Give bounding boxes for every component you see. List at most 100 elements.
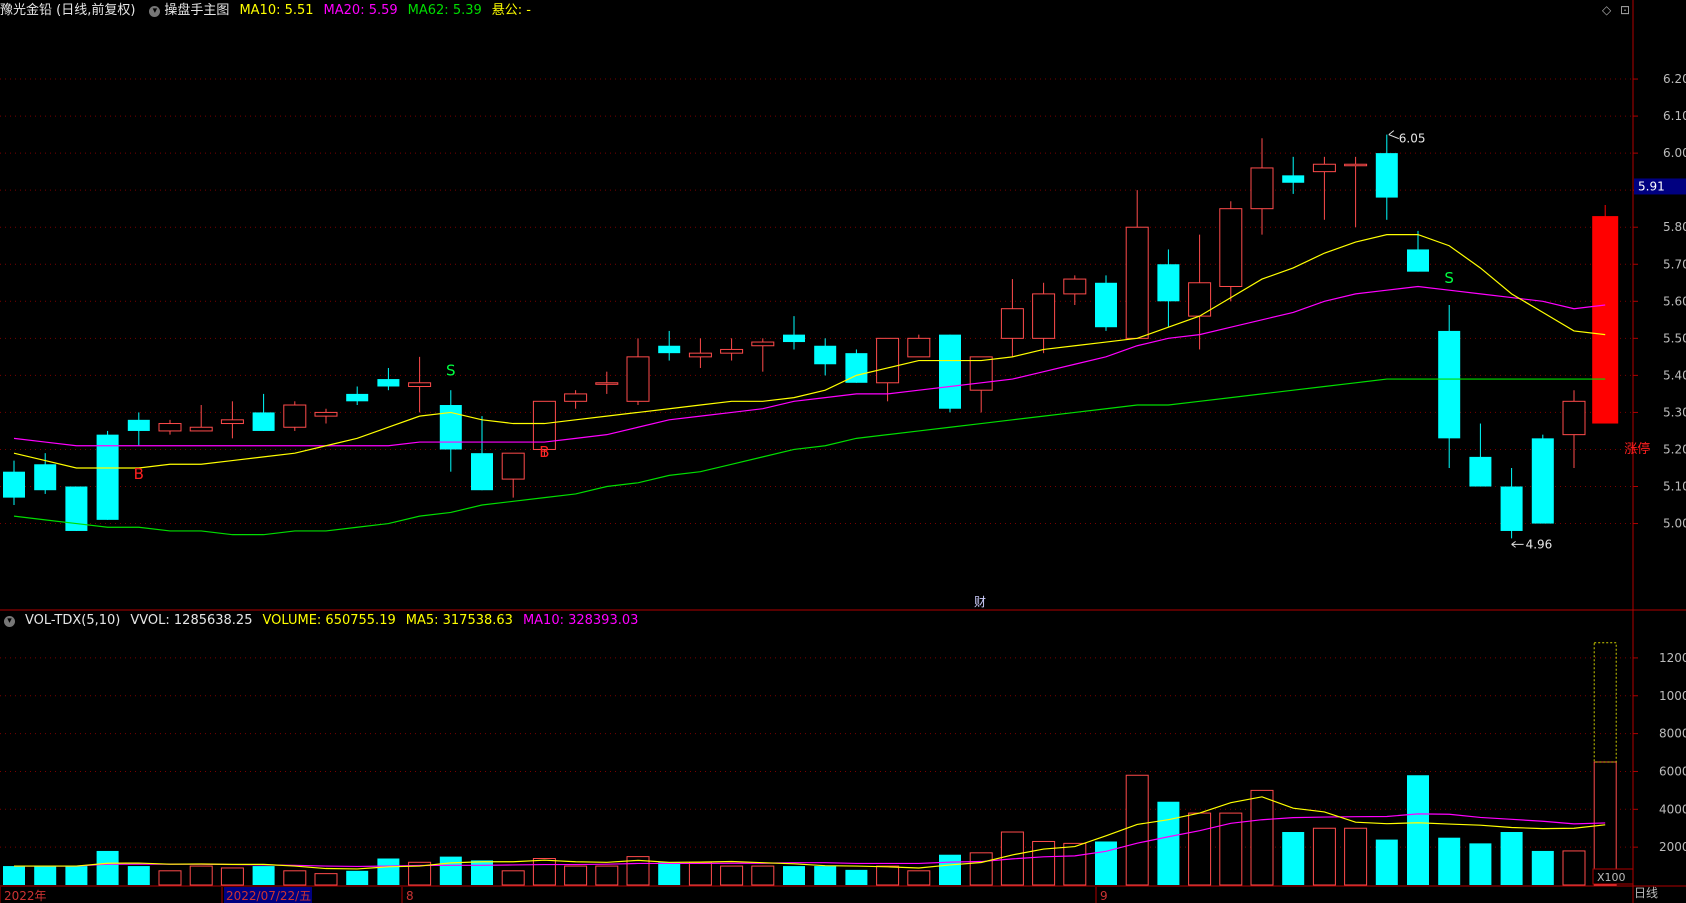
candle-body-up: [408, 382, 432, 387]
volume-bar-down: [377, 858, 400, 885]
finance-marker: 财: [974, 595, 986, 609]
vvol-value: VVOL: 1285638.25: [130, 613, 253, 628]
indicator-name[interactable]: 操盘手主图: [164, 3, 230, 18]
date-cursor-highlight: [224, 887, 312, 903]
trade-signal-S: S: [446, 361, 456, 379]
price-tick-label: 5.20: [1663, 442, 1686, 456]
volume-bar-down: [1500, 832, 1523, 885]
volume-bar-down: [3, 866, 25, 885]
candle-body-up: [876, 337, 900, 384]
candle-body-down: [65, 486, 88, 531]
candle-body-up: [1250, 167, 1274, 210]
ma20-value: MA20: 5.59: [323, 3, 398, 18]
candle-body-down: [252, 412, 275, 431]
volume-bar-down: [1407, 775, 1429, 885]
volume-bar-down: [346, 870, 369, 885]
candle-body-up: [751, 341, 775, 347]
candle-body-down: [814, 345, 837, 365]
price-tick-label: 5.80: [1663, 220, 1686, 234]
time-axis-label: 9: [1100, 889, 1108, 903]
trade-signal-B: B: [539, 443, 549, 461]
time-axis-label: 8: [406, 889, 414, 903]
period-label[interactable]: 日线: [1634, 886, 1659, 900]
candle-body-down: [96, 434, 119, 520]
time-axis-label: 2022年: [4, 889, 47, 903]
time-axis-label: 2022/07/22/五: [226, 889, 311, 903]
ma62-value: MA62: 5.39: [407, 3, 482, 18]
volume-bar-down: [96, 850, 119, 885]
candle-body-down: [845, 353, 868, 383]
volume-tick-label: 12000: [1659, 651, 1686, 665]
candle-body-up: [595, 382, 619, 385]
candle-body-down: [939, 334, 961, 409]
candle-body-down: [346, 393, 369, 402]
volume-bar-down: [34, 866, 57, 885]
price-tick-label: 6.00: [1663, 146, 1686, 160]
volume-bar-up: [1188, 812, 1212, 886]
candle-body-down: [783, 334, 805, 343]
volume-bar-up: [1562, 850, 1586, 886]
candle-body-up: [1562, 400, 1586, 436]
ma62-line: [13, 378, 1606, 536]
price-tick-label: 6.20: [1663, 72, 1686, 86]
diamond-icon[interactable]: ◇: [1602, 3, 1612, 17]
volume-bar-up: [876, 865, 900, 886]
volume-bar-up: [688, 861, 712, 886]
candle-body-down: [1500, 486, 1523, 531]
high-marker-arrow: [1388, 130, 1399, 140]
candle-body-down: [1282, 175, 1305, 183]
stock-title[interactable]: 豫光金铅 (日线,前复权): [0, 3, 136, 18]
candle-body-down: [471, 453, 493, 491]
volume-bar-down: [1438, 837, 1461, 885]
candle-body-up: [1000, 308, 1024, 339]
volume-indicator-name[interactable]: VOL-TDX(5,10): [25, 613, 121, 628]
volume-tick-label: 8000: [1659, 727, 1686, 741]
candle-body-limit-up: [1592, 216, 1619, 424]
candle-body-down: [439, 405, 462, 450]
candle-body-up: [688, 352, 712, 358]
candle-body-up: [1312, 163, 1336, 173]
low-marker-arrow: [1511, 540, 1524, 548]
volume-bar-up: [564, 865, 588, 886]
tail-value: 悬公: -: [491, 3, 531, 18]
current-price-tag: [1634, 178, 1686, 195]
trade-signal-S: S: [1444, 269, 1454, 287]
candle-body-down: [1375, 153, 1398, 198]
candle-body-up: [283, 404, 307, 428]
price-tick-label: 5.40: [1663, 368, 1686, 382]
volume-bar-down: [252, 866, 275, 885]
volume-bar-up: [314, 873, 338, 886]
ma10-value: MA10: 5.51: [239, 3, 314, 18]
volume-bar-down: [658, 862, 681, 885]
price-tick-label: 5.00: [1663, 517, 1686, 531]
volume-bar-up: [532, 858, 556, 886]
maximize-icon[interactable]: ⊡: [1620, 3, 1631, 17]
volume-bar-up: [1063, 842, 1087, 886]
volume-bar-up: [1250, 789, 1274, 886]
volume-bar-up: [283, 870, 307, 886]
volume-bar-down: [1095, 841, 1117, 885]
volume-bar-up: [158, 870, 182, 886]
trade-signal-B: B: [134, 465, 144, 483]
volume-bar-up: [720, 865, 744, 886]
volume-bar-up: [751, 865, 775, 886]
ma20-line: [13, 285, 1606, 447]
candle-body-up: [626, 356, 650, 402]
candle-body-up: [1125, 226, 1149, 339]
chevron-down-icon[interactable]: ▾: [4, 615, 15, 627]
volume-bar-down: [1469, 843, 1492, 885]
volume-bar-up: [220, 867, 244, 886]
candle-body-up: [158, 423, 182, 432]
low-price-label: 4.96: [1526, 537, 1553, 551]
volume-bar-up: [1344, 827, 1368, 886]
volume-bar-up: [189, 865, 213, 886]
volume-unit-label: X100: [1597, 871, 1626, 884]
chevron-down-icon[interactable]: ▾: [149, 5, 161, 17]
candle-body-up: [532, 400, 556, 450]
volume-bar-down: [439, 856, 462, 885]
volume-bar-up: [501, 870, 525, 886]
volume-tick-label: 4000: [1659, 802, 1686, 816]
main-chart-header: 豫光金铅 (日线,前复权) ▾ 操盘手主图 MA10: 5.51 MA20: 5…: [0, 0, 531, 22]
volume-bar-up: [1032, 840, 1056, 886]
